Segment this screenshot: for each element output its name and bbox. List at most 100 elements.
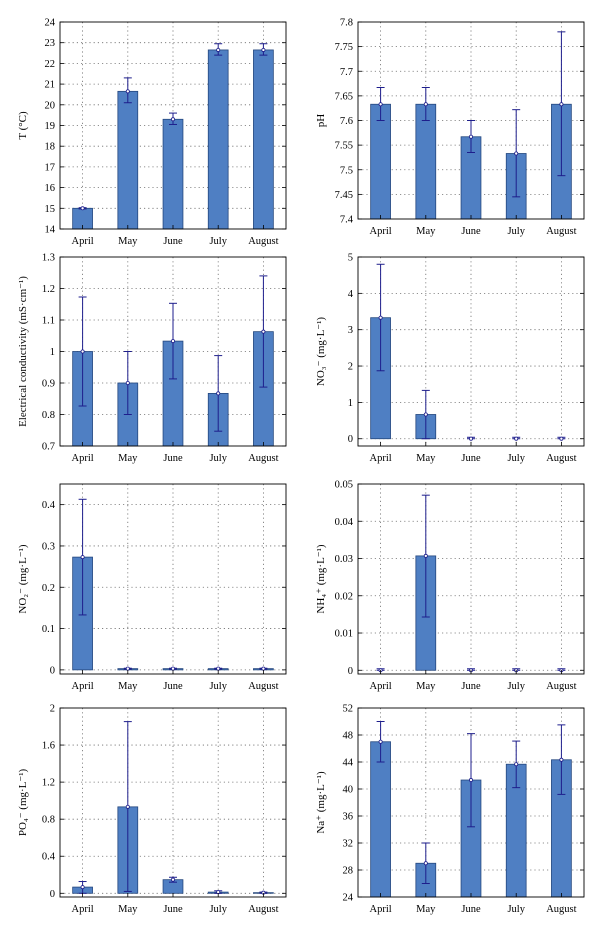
y-tick-label: 0.7 [42,442,55,453]
chart-panel-8: 24 28 32 36 40 44 48 52 April May June July August Na… [315,704,585,915]
y-axis-label: NO₃⁻ (mg·L⁻¹) [315,317,327,386]
x-tick-label: April [72,236,94,247]
y-tick-label: 1 [348,398,353,409]
y-tick-label: 2 [50,704,55,715]
y-tick-label: 0.04 [335,517,354,528]
y-axis-label: NO₂⁻ (mg·L⁻¹) [17,544,29,613]
y-tick-label: 36 [343,812,354,823]
y-tick-label: 0 [348,434,353,445]
y-tick-label: 32 [343,839,354,850]
x-tick-label: June [461,904,481,915]
y-tick-label: 15 [45,204,56,215]
y-tick-label: 1.6 [42,741,55,752]
x-tick-label: August [248,681,278,692]
x-tick-label: April [72,453,94,464]
bar-may [415,103,437,220]
error-bar-april [78,498,87,616]
bar-april [370,741,391,898]
y-tick-label: 0.8 [42,815,55,826]
x-tick-label: August [546,453,576,464]
x-tick-label: July [209,904,227,915]
y-tick-label: 0 [50,665,55,676]
error-bar-july [214,355,223,432]
x-tick-label: July [507,453,525,464]
y-tick-label: 0.3 [42,541,55,552]
y-tick-label: 16 [45,183,56,194]
x-tick-label: April [370,681,392,692]
error-bar-july [512,109,521,198]
x-tick-label: August [546,681,576,692]
y-tick-label: 17 [45,162,56,173]
x-tick-label: May [416,453,436,464]
error-bar-june [169,876,177,883]
y-tick-label: 5 [348,253,353,264]
x-tick-label: May [416,226,436,237]
y-tick-label: 4 [348,289,354,300]
x-tick-label: July [507,904,525,915]
y-tick-label: 7.55 [335,141,353,152]
y-tick-label: 24 [343,893,354,904]
axes-frame [357,483,585,675]
y-tick-label: 7.75 [335,42,353,53]
x-tick-label: May [118,236,138,247]
error-bar-june [467,120,475,154]
error-bar-august [557,436,566,441]
x-tick-label: August [248,904,278,915]
y-tick-label: 2 [348,362,353,373]
y-tick-label: 0.05 [335,480,353,491]
x-tick-label: July [507,226,525,237]
x-tick-label: May [416,681,436,692]
chart-panel-3: 0.7 0.8 0.9 1 1.1 1.2 1.3 April May June July Augus… [17,253,287,464]
error-bar-june [467,733,475,828]
error-bar-april [78,296,87,407]
x-tick-label: July [209,453,227,464]
y-tick-label: 20 [45,100,56,111]
x-tick-label: June [461,226,481,237]
error-bar-june [169,112,177,125]
y-axis-label: Electrical conductivity (mS·cm⁻¹) [17,276,29,427]
error-bar-august [557,31,566,177]
y-tick-label: 22 [45,59,56,70]
x-tick-label: May [118,681,138,692]
y-tick-label: 44 [343,758,354,769]
y-axis-label: Na⁺ (mg·L⁻¹) [315,771,327,834]
y-axis-label: NH₄⁺ (mg·L⁻¹) [315,544,327,613]
x-tick-label: May [118,453,138,464]
y-tick-label: 0 [50,889,55,900]
y-axis-label: pH [315,114,327,128]
x-tick-label: August [248,453,278,464]
error-bar-may [421,87,430,121]
y-tick-label: 3 [348,325,353,336]
axes-frame [59,483,287,675]
error-bar-may [421,389,430,440]
x-tick-label: May [118,904,138,915]
bar-april [370,103,391,220]
x-tick-label: June [163,904,183,915]
y-tick-label: 0.9 [42,379,55,390]
y-tick-label: 7.6 [340,116,353,127]
bar-june [162,118,184,230]
bar-july [207,49,229,230]
error-bar-august [259,43,268,56]
error-bar-july [512,740,521,789]
x-tick-label: July [507,681,525,692]
error-bar-august [557,724,566,795]
y-tick-label: 1.2 [42,778,55,789]
x-tick-label: April [370,904,392,915]
y-tick-label: 48 [343,731,354,742]
y-axis-label: PO₄⁻ (mg·L⁻¹) [17,769,29,837]
y-tick-label: 0.02 [335,591,353,602]
y-tick-label: 14 [45,225,56,236]
y-tick-label: 40 [343,785,354,796]
error-bar-july [512,436,521,441]
y-tick-label: 7.45 [335,190,353,201]
y-tick-label: 1 [50,347,55,358]
y-tick-label: 21 [45,80,56,91]
y-tick-label: 7.8 [340,18,353,29]
y-tick-label: 52 [343,704,354,715]
error-bar-may [123,351,132,415]
chart-panel-1: 14 15 16 17 18 19 20 21 22 23 24 April May June July Au… [17,18,287,247]
error-bar-april [78,206,87,211]
error-bar-may [421,842,430,884]
